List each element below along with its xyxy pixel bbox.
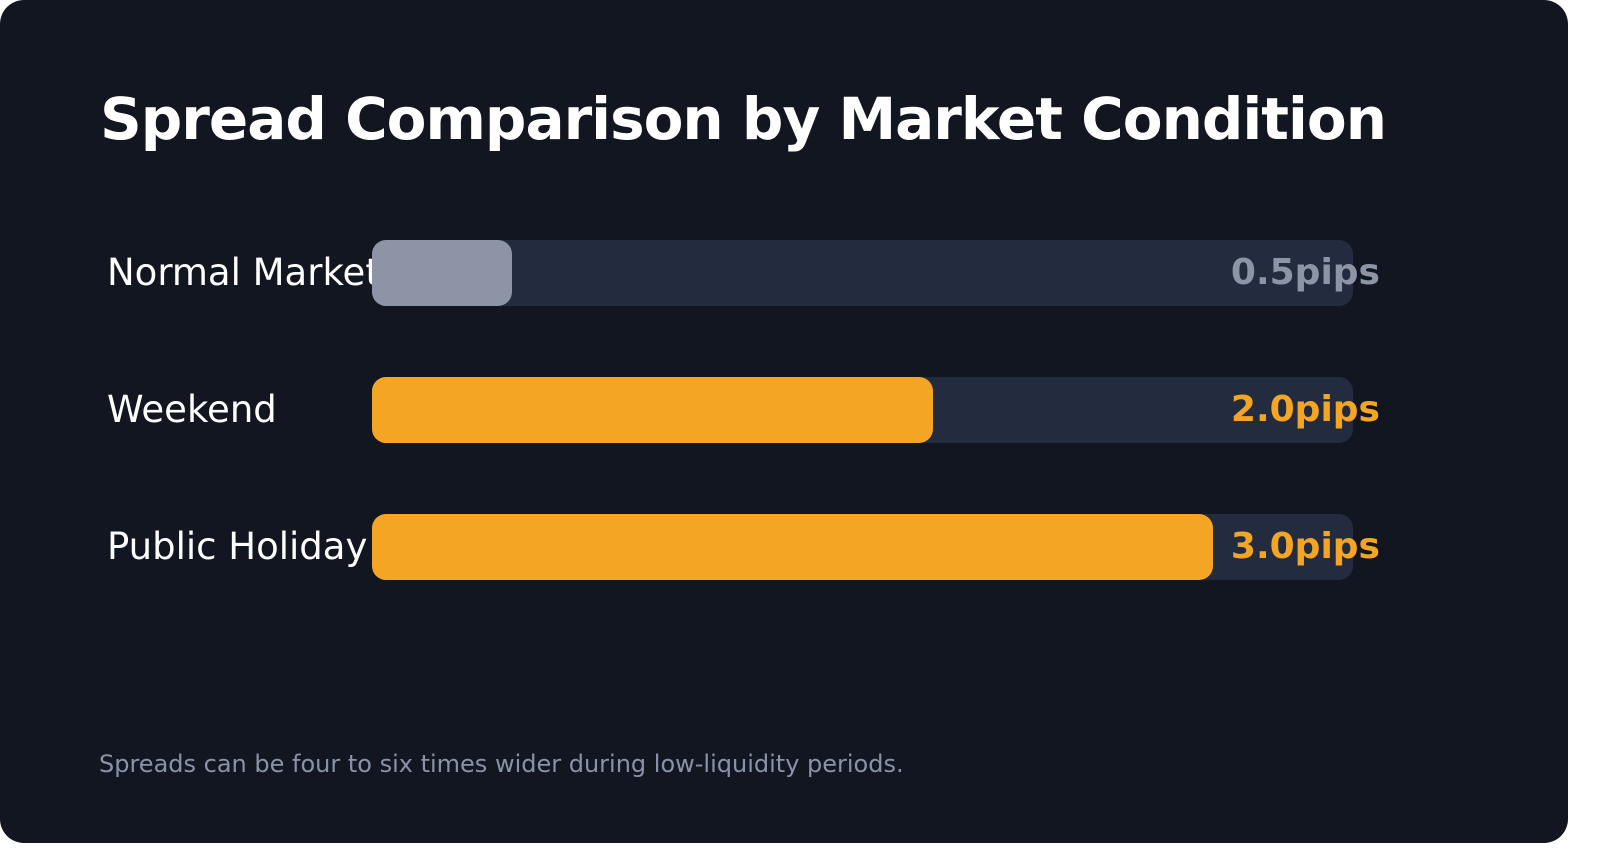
bar-fill xyxy=(372,240,512,306)
bar-fill xyxy=(372,377,933,443)
bar-value-label: 2.0pips xyxy=(1230,389,1380,430)
bar-value-label: 0.5pips xyxy=(1230,252,1380,293)
bar-category-label: Normal Market xyxy=(107,251,372,294)
bar-track xyxy=(372,377,1353,443)
bar-category-label: Weekend xyxy=(107,388,277,431)
bar-row: Public Holiday 3.0pips xyxy=(0,514,1568,580)
chart-title: Spread Comparison by Market Condition xyxy=(100,85,1387,153)
bar-track xyxy=(372,514,1353,580)
chart-card: Spread Comparison by Market Condition No… xyxy=(0,0,1568,843)
chart-footnote: Spreads can be four to six times wider d… xyxy=(99,750,904,778)
bar-row: Weekend 2.0pips xyxy=(0,377,1568,443)
bar-fill xyxy=(372,514,1213,580)
bar-track xyxy=(372,240,1353,306)
bar-category-label: Public Holiday xyxy=(107,525,368,568)
bar-value-label: 3.0pips xyxy=(1230,526,1380,567)
bar-row: Normal Market 0.5pips xyxy=(0,240,1568,306)
